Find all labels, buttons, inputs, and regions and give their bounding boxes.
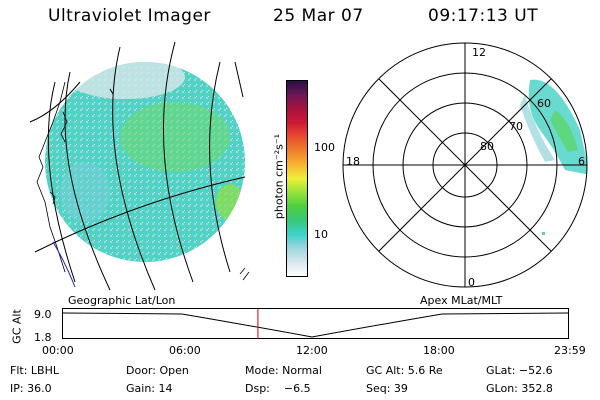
polar-label-18: 18 [346, 155, 360, 168]
timeline-ytick-1-8: 1.8 [34, 331, 52, 344]
polar-label-0: 0 [468, 276, 475, 289]
polar-ring-80: 80 [480, 140, 494, 153]
polar-label-6: 6 [578, 155, 585, 168]
colorbar-units: photon cm⁻²s⁻¹ [272, 133, 286, 220]
timeline-xtick-1: 06:00 [169, 344, 201, 357]
colorbar [286, 80, 308, 277]
polar-ring-60: 60 [537, 97, 551, 110]
ip-info: IP: 36.0 [10, 382, 52, 395]
mode-info: Mode: Normal [245, 364, 322, 377]
glat-info: GLat: −52.6 [486, 364, 553, 377]
polar-ring-70: 70 [509, 120, 523, 133]
date-label: 25 Mar 07 [273, 6, 364, 26]
colorbar-tick-10: 10 [314, 228, 328, 241]
altitude-timeline [62, 308, 569, 339]
timeline-xtick-0: 00:00 [42, 344, 74, 357]
timeline-axis-title: GC Alt [10, 309, 24, 344]
instrument-title: Ultraviolet Imager [48, 6, 211, 26]
geographic-image [29, 42, 250, 291]
timeline-right-label: Apex MLat/MLT [420, 294, 503, 307]
gain-info: Gain: 14 [126, 382, 173, 395]
timeline-ytick-9: 9.0 [34, 308, 52, 321]
seq-info: Seq: 39 [366, 382, 408, 395]
filter-info: Flt: LBHL [10, 364, 59, 377]
colorbar-tick-100: 100 [314, 141, 335, 154]
timeline-left-label: Geographic Lat/Lon [68, 294, 176, 307]
dsp-info: Dsp: −6.5 [245, 382, 311, 395]
polar-label-12: 12 [472, 46, 486, 59]
colorbar-gradient [287, 81, 307, 276]
timeline-xtick-2: 12:00 [296, 344, 328, 357]
polar-mlt-plot [342, 42, 588, 288]
timeline-xtick-4: 23:59 [554, 344, 586, 357]
glon-info: GLon: 352.8 [486, 382, 553, 395]
timeline-xtick-3: 18:00 [423, 344, 455, 357]
time-label: 09:17:13 UT [428, 6, 539, 26]
gc-alt-info: GC Alt: 5.6 Re [366, 364, 443, 377]
door-info: Door: Open [126, 364, 189, 377]
